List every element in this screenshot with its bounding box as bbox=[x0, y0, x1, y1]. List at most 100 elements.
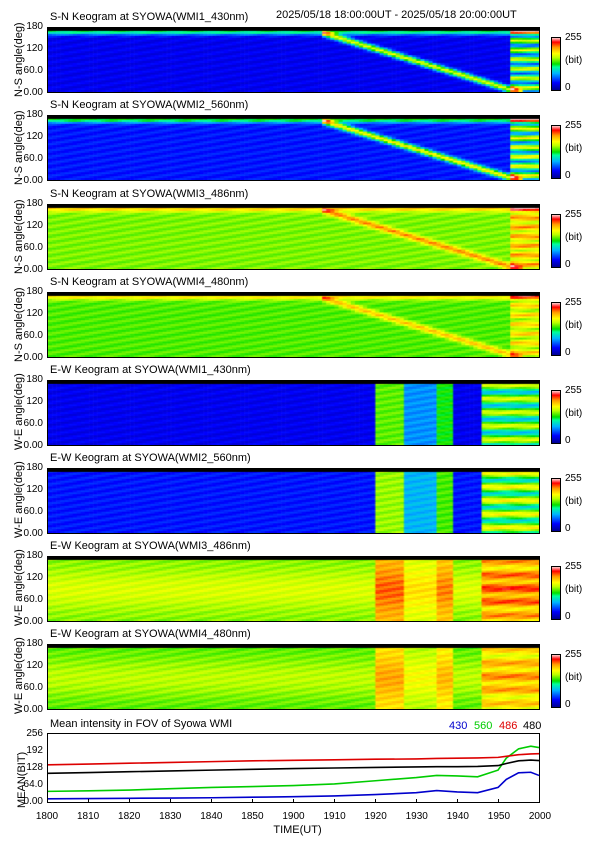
colorbar-label: (bit) bbox=[565, 320, 583, 331]
colorbar-label: 255 bbox=[565, 297, 582, 308]
keogram-image bbox=[47, 556, 540, 622]
mean-y-tick: 64.0 bbox=[23, 779, 43, 790]
colorbar-label: 255 bbox=[565, 473, 582, 484]
x-tick-label: 1910 bbox=[323, 811, 346, 822]
panel-ytick: 0.00 bbox=[23, 440, 43, 451]
colorbar bbox=[551, 125, 561, 179]
panel-ytick: 120 bbox=[26, 308, 43, 319]
panel-ytick: 180 bbox=[26, 21, 43, 32]
panel-ytick: 120 bbox=[26, 131, 43, 142]
panel-ytick: 180 bbox=[26, 638, 43, 649]
panel-ytick: 180 bbox=[26, 286, 43, 297]
panel-ytick: 120 bbox=[26, 660, 43, 671]
panel-ytick: 120 bbox=[26, 572, 43, 583]
x-tick-label: 1940 bbox=[446, 811, 469, 822]
panel-ylabel: N-S angle(deg) bbox=[13, 110, 25, 185]
colorbar bbox=[551, 390, 561, 444]
colorbar bbox=[551, 302, 561, 356]
mean-intensity-chart bbox=[47, 733, 540, 803]
colorbar-label: 0 bbox=[565, 435, 571, 446]
colorbar-label: 255 bbox=[565, 649, 582, 660]
x-tick-label: 2000 bbox=[528, 811, 552, 822]
panel-title: E-W Keogram at SYOWA(WMI3_486nm) bbox=[50, 540, 251, 552]
colorbar-label: (bit) bbox=[565, 143, 583, 154]
colorbar-label: (bit) bbox=[565, 55, 583, 66]
series-line-486 bbox=[47, 752, 540, 766]
keogram-image bbox=[47, 380, 540, 446]
keogram-image bbox=[47, 115, 540, 181]
colorbar-label: (bit) bbox=[565, 232, 583, 243]
keogram-image bbox=[47, 468, 540, 534]
panel-ytick: 0.00 bbox=[23, 175, 43, 186]
panel-title: E-W Keogram at SYOWA(WMI2_560nm) bbox=[50, 452, 251, 464]
colorbar bbox=[551, 37, 561, 91]
colorbar-label: 0 bbox=[565, 347, 571, 358]
colorbar-label: 0 bbox=[565, 699, 571, 710]
colorbar-label: (bit) bbox=[565, 496, 583, 507]
colorbar-label: 0 bbox=[565, 523, 571, 534]
keogram-image bbox=[47, 644, 540, 710]
panel-ytick: 120 bbox=[26, 396, 43, 407]
series-line-480 bbox=[47, 759, 540, 775]
x-tick-label: 1930 bbox=[405, 811, 428, 822]
colorbar bbox=[551, 654, 561, 708]
panel-title: E-W Keogram at SYOWA(WMI1_430nm) bbox=[50, 364, 251, 376]
panel-title: E-W Keogram at SYOWA(WMI4_480nm) bbox=[50, 628, 251, 640]
x-tick-label: 1830 bbox=[159, 811, 182, 822]
colorbar bbox=[551, 214, 561, 268]
date-range: 2025/05/18 18:00:00UT - 2025/05/18 20:00… bbox=[276, 9, 517, 21]
panel-ytick: 0.00 bbox=[23, 352, 43, 363]
legend-430: 430 bbox=[449, 720, 468, 732]
colorbar-label: 255 bbox=[565, 32, 582, 43]
mean-y-tick: 128 bbox=[26, 762, 43, 773]
colorbar bbox=[551, 478, 561, 532]
panel-ytick: 120 bbox=[26, 43, 43, 54]
panel-ylabel: N-S angle(deg) bbox=[13, 287, 25, 362]
panel-title: S-N Keogram at SYOWA(WMI2_560nm) bbox=[50, 99, 249, 111]
panel-title: S-N Keogram at SYOWA(WMI4_480nm) bbox=[50, 276, 249, 288]
colorbar-label: (bit) bbox=[565, 408, 583, 419]
colorbar-label: 255 bbox=[565, 561, 582, 572]
panel-ytick: 0.00 bbox=[23, 528, 43, 539]
panel-title: S-N Keogram at SYOWA(WMI1_430nm) bbox=[50, 11, 249, 23]
colorbar-label: (bit) bbox=[565, 584, 583, 595]
panel-ytick: 60.0 bbox=[23, 682, 43, 693]
panel-ytick: 180 bbox=[26, 550, 43, 561]
x-tick-label: 1900 bbox=[282, 811, 305, 822]
x-tick-label: 1920 bbox=[364, 811, 387, 822]
colorbar bbox=[551, 566, 561, 620]
colorbar-label: 0 bbox=[565, 259, 571, 270]
colorbar-label: 255 bbox=[565, 120, 582, 131]
colorbar-label: (bit) bbox=[565, 672, 583, 683]
panel-ytick: 0.00 bbox=[23, 704, 43, 715]
panel-ytick: 180 bbox=[26, 462, 43, 473]
x-axis-label: TIME(UT) bbox=[273, 824, 322, 836]
colorbar-label: 255 bbox=[565, 209, 582, 220]
mean-y-tick: 256 bbox=[26, 728, 43, 739]
panel-ytick: 120 bbox=[26, 484, 43, 495]
panel-ytick: 0.00 bbox=[23, 264, 43, 275]
panel-ytick: 60.0 bbox=[23, 418, 43, 429]
keogram-image bbox=[47, 292, 540, 358]
legend-560: 560 bbox=[474, 720, 493, 732]
panel-ylabel: N-S angle(deg) bbox=[13, 22, 25, 97]
colorbar-label: 0 bbox=[565, 82, 571, 93]
panel-title: S-N Keogram at SYOWA(WMI3_486nm) bbox=[50, 188, 249, 200]
panel-ytick: 0.00 bbox=[23, 87, 43, 98]
legend-486: 486 bbox=[499, 720, 518, 732]
mean-y-tick: 192 bbox=[26, 745, 43, 756]
keogram-image bbox=[47, 204, 540, 270]
x-tick-label: 1850 bbox=[241, 811, 264, 822]
panel-ytick: 60.0 bbox=[23, 65, 43, 76]
colorbar-label: 0 bbox=[565, 170, 571, 181]
x-tick-label: 1820 bbox=[118, 811, 141, 822]
mean-panel-title: Mean intensity in FOV of Syowa WMI bbox=[50, 718, 233, 730]
panel-ytick: 60.0 bbox=[23, 330, 43, 341]
x-tick-label: 1840 bbox=[200, 811, 223, 822]
panel-ytick: 60.0 bbox=[23, 242, 43, 253]
panel-ytick: 60.0 bbox=[23, 153, 43, 164]
panel-ylabel: N-S angle(deg) bbox=[13, 199, 25, 274]
legend-480: 480 bbox=[523, 720, 542, 732]
series-line-430 bbox=[47, 771, 540, 800]
